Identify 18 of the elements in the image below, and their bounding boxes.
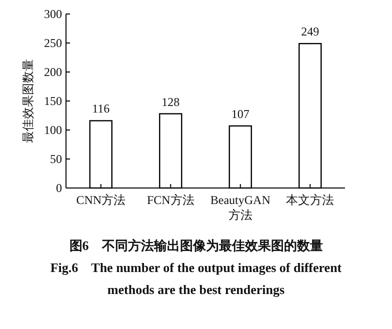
data-label: 116 [92, 102, 110, 116]
y-axis-title: 最佳效果图数量 [21, 59, 35, 143]
y-tick-label: 250 [44, 36, 62, 50]
x-tick-label: BeautyGAN方法 [210, 193, 271, 222]
y-tick-label: 50 [50, 152, 62, 166]
x-tick-label: FCN方法 [146, 193, 194, 207]
y-tick-label: 200 [44, 65, 62, 79]
y-tick-label: 150 [44, 94, 62, 108]
data-label: 107 [231, 106, 250, 121]
x-tick-label: CNN方法 [76, 193, 126, 207]
y-tick-label: 100 [44, 123, 62, 137]
y-tick-label: 0 [56, 181, 62, 195]
data-label: 249 [301, 24, 320, 39]
x-tick-label: 本文方法 [286, 193, 334, 207]
data-label: 128 [162, 94, 180, 109]
caption: 图6 不同方法输出图像为最佳效果图的数量 [69, 238, 323, 253]
y-tick-label: 300 [44, 7, 62, 21]
caption: Fig.6 The number of the output images of different methods are the best renderings [50, 260, 342, 297]
